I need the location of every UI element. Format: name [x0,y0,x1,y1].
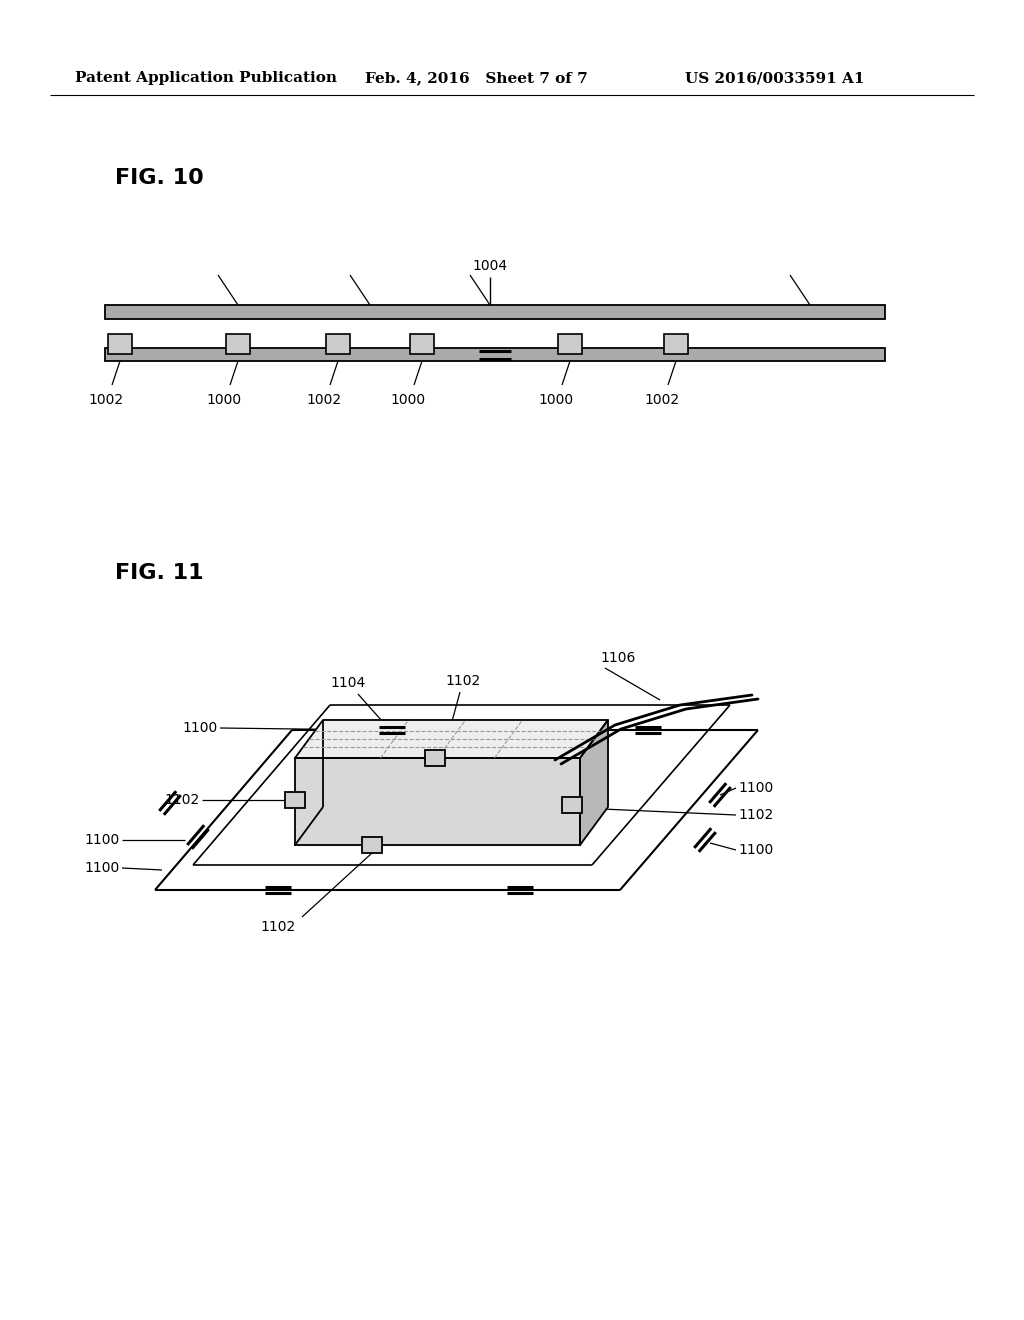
Text: 1000: 1000 [390,393,426,407]
Bar [562,797,582,813]
Text: FIG. 10: FIG. 10 [115,168,204,187]
Text: 1102: 1102 [165,793,200,807]
Text: 1102: 1102 [445,675,480,688]
Text: 1002: 1002 [644,393,680,407]
Text: Patent Application Publication: Patent Application Publication [75,71,337,84]
Text: FIG. 11: FIG. 11 [115,564,204,583]
Text: 1100: 1100 [85,833,120,847]
Text: 1000: 1000 [539,393,573,407]
Text: 1102: 1102 [260,920,296,935]
Bar [326,334,350,354]
Bar [108,334,132,354]
Polygon shape [295,719,608,758]
Text: US 2016/0033591 A1: US 2016/0033591 A1 [685,71,864,84]
Text: 1106: 1106 [600,651,635,665]
Text: 1102: 1102 [738,808,773,822]
Text: 1004: 1004 [472,259,508,273]
Text: 1100: 1100 [182,721,218,735]
Bar [105,305,885,319]
Bar [105,348,885,360]
Bar [226,334,250,354]
Text: 1002: 1002 [88,393,124,407]
Polygon shape [295,758,580,845]
Text: 1100: 1100 [738,781,773,795]
Bar [558,334,582,354]
Text: 1100: 1100 [738,843,773,857]
Polygon shape [580,719,608,845]
Bar [285,792,305,808]
Bar [362,837,382,853]
Bar [425,750,445,766]
Text: 1002: 1002 [306,393,342,407]
Bar [410,334,434,354]
Text: 1100: 1100 [85,861,120,875]
Bar [664,334,688,354]
Text: Feb. 4, 2016   Sheet 7 of 7: Feb. 4, 2016 Sheet 7 of 7 [365,71,588,84]
Text: 1000: 1000 [207,393,242,407]
Text: 1104: 1104 [330,676,366,690]
